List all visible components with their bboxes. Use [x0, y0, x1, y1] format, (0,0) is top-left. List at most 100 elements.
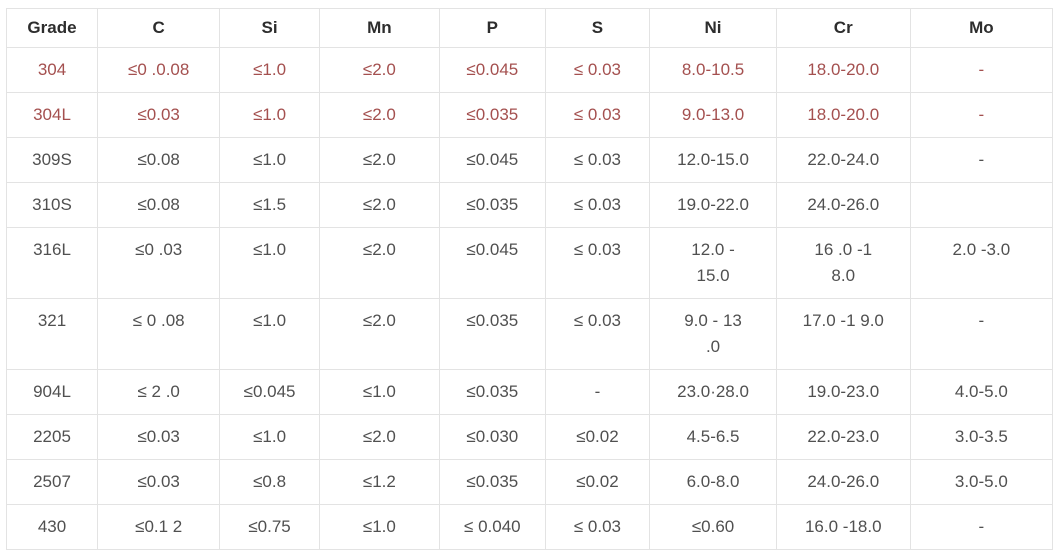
col-header-c: C — [96, 8, 221, 48]
cell-mo: - — [909, 504, 1054, 550]
cell-cr: 24.0-26.0 — [775, 459, 911, 505]
cell-c: ≤0.03 — [96, 459, 221, 505]
cell-grade: 321 — [6, 298, 98, 370]
col-header-cr: Cr — [775, 8, 911, 48]
cell-mn: ≤2.0 — [318, 137, 441, 183]
cell-mn: ≤2.0 — [318, 227, 441, 299]
cell-cr: 22.0-23.0 — [775, 414, 911, 460]
cell-p: ≤0.035 — [439, 298, 546, 370]
cell-cr: 18.0-20.0 — [775, 47, 911, 93]
cell-s: ≤ 0.03 — [544, 227, 651, 299]
cell-c: ≤0.1 2 — [96, 504, 221, 550]
cell-c: ≤ 0 .08 — [96, 298, 221, 370]
cell-si: ≤1.0 — [219, 47, 320, 93]
cell-ni: 9.0 - 13 .0 — [649, 298, 777, 370]
cell-grade: 309S — [6, 137, 98, 183]
cell-ni: 12.0 - 15.0 — [649, 227, 777, 299]
cell-mo: - — [909, 137, 1054, 183]
cell-ni: ≤0.60 — [649, 504, 777, 550]
cell-ni: 6.0-8.0 — [649, 459, 777, 505]
table-row-430: 430 ≤0.1 2 ≤0.75 ≤1.0 ≤ 0.040 ≤ 0.03 ≤0.… — [6, 504, 1054, 550]
cell-mn: ≤1.0 — [318, 504, 441, 550]
cell-grade: 2507 — [6, 459, 98, 505]
cell-p: ≤0.035 — [439, 459, 546, 505]
col-header-ni: Ni — [649, 8, 777, 48]
cell-c: ≤0.08 — [96, 182, 221, 228]
cell-s: ≤ 0.03 — [544, 504, 651, 550]
cell-s: ≤ 0.03 — [544, 182, 651, 228]
cell-ni: 4.5-6.5 — [649, 414, 777, 460]
table-row-304l: 304L ≤0.03 ≤1.0 ≤2.0 ≤0.035 ≤ 0.03 9.0-1… — [6, 92, 1054, 138]
cell-mn: ≤1.2 — [318, 459, 441, 505]
table-row-304: 304 ≤0 .0.08 ≤1.0 ≤2.0 ≤0.045 ≤ 0.03 8.0… — [6, 47, 1054, 93]
cell-mo: 3.0-5.0 — [909, 459, 1054, 505]
cell-mo — [909, 182, 1054, 228]
cell-mn: ≤2.0 — [318, 414, 441, 460]
cell-mn: ≤2.0 — [318, 182, 441, 228]
cell-s: ≤ 0.03 — [544, 92, 651, 138]
steel-composition-table: Grade C Si Mn P S Ni Cr Mo 304 ≤0 .0.08 … — [6, 8, 1054, 550]
cell-c: ≤0 .0.08 — [96, 47, 221, 93]
cell-si: ≤0.8 — [219, 459, 320, 505]
col-header-mn: Mn — [318, 8, 441, 48]
table-row-321: 321 ≤ 0 .08 ≤1.0 ≤2.0 ≤0.035 ≤ 0.03 9.0 … — [6, 298, 1054, 370]
table-header-row: Grade C Si Mn P S Ni Cr Mo — [6, 8, 1054, 48]
cell-cr: 16.0 -18.0 — [775, 504, 911, 550]
cell-grade: 304 — [6, 47, 98, 93]
table-row-316l: 316L ≤0 .03 ≤1.0 ≤2.0 ≤0.045 ≤ 0.03 12.0… — [6, 227, 1054, 299]
col-header-grade: Grade — [6, 8, 98, 48]
cell-cr: 17.0 -1 9.0 — [775, 298, 911, 370]
cell-c: ≤0.03 — [96, 92, 221, 138]
cell-grade: 904L — [6, 369, 98, 415]
cell-c: ≤0.08 — [96, 137, 221, 183]
table-row-310s: 310S ≤0.08 ≤1.5 ≤2.0 ≤0.035 ≤ 0.03 19.0-… — [6, 182, 1054, 228]
cell-grade: 316L — [6, 227, 98, 299]
cell-grade: 304L — [6, 92, 98, 138]
cell-s: ≤0.02 — [544, 414, 651, 460]
cell-si: ≤1.0 — [219, 414, 320, 460]
table-row-2507: 2507 ≤0.03 ≤0.8 ≤1.2 ≤0.035 ≤0.02 6.0-8.… — [6, 459, 1054, 505]
cell-mo: - — [909, 298, 1054, 370]
cell-mo: - — [909, 47, 1054, 93]
cell-mn: ≤2.0 — [318, 47, 441, 93]
cell-p: ≤0.045 — [439, 47, 546, 93]
col-header-mo: Mo — [909, 8, 1054, 48]
cell-si: ≤1.5 — [219, 182, 320, 228]
cell-mo: 3.0-3.5 — [909, 414, 1054, 460]
cell-s: ≤ 0.03 — [544, 298, 651, 370]
cell-grade: 430 — [6, 504, 98, 550]
cell-mn: ≤1.0 — [318, 369, 441, 415]
cell-mo: - — [909, 92, 1054, 138]
col-header-p: P — [439, 8, 546, 48]
cell-si: ≤0.75 — [219, 504, 320, 550]
cell-p: ≤ 0.040 — [439, 504, 546, 550]
cell-mn: ≤2.0 — [318, 92, 441, 138]
cell-p: ≤0.045 — [439, 137, 546, 183]
cell-p: ≤0.030 — [439, 414, 546, 460]
cell-p: ≤0.035 — [439, 92, 546, 138]
cell-cr: 16 .0 -1 8.0 — [775, 227, 911, 299]
cell-cr: 18.0-20.0 — [775, 92, 911, 138]
cell-s: ≤ 0.03 — [544, 137, 651, 183]
cell-p: ≤0.045 — [439, 227, 546, 299]
cell-p: ≤0.035 — [439, 369, 546, 415]
cell-cr: 19.0-23.0 — [775, 369, 911, 415]
cell-c: ≤0 .03 — [96, 227, 221, 299]
cell-ni: 23.0·28.0 — [649, 369, 777, 415]
cell-si: ≤1.0 — [219, 92, 320, 138]
cell-grade: 2205 — [6, 414, 98, 460]
cell-c: ≤ 2 .0 — [96, 369, 221, 415]
cell-si: ≤1.0 — [219, 137, 320, 183]
cell-cr: 22.0-24.0 — [775, 137, 911, 183]
table-row-2205: 2205 ≤0.03 ≤1.0 ≤2.0 ≤0.030 ≤0.02 4.5-6.… — [6, 414, 1054, 460]
cell-ni: 19.0-22.0 — [649, 182, 777, 228]
col-header-si: Si — [219, 8, 320, 48]
cell-si: ≤0.045 — [219, 369, 320, 415]
cell-s: - — [544, 369, 651, 415]
table-row-309s: 309S ≤0.08 ≤1.0 ≤2.0 ≤0.045 ≤ 0.03 12.0-… — [6, 137, 1054, 183]
cell-s: ≤0.02 — [544, 459, 651, 505]
col-header-s: S — [544, 8, 651, 48]
table-row-904l: 904L ≤ 2 .0 ≤0.045 ≤1.0 ≤0.035 - 23.0·28… — [6, 369, 1054, 415]
cell-c: ≤0.03 — [96, 414, 221, 460]
